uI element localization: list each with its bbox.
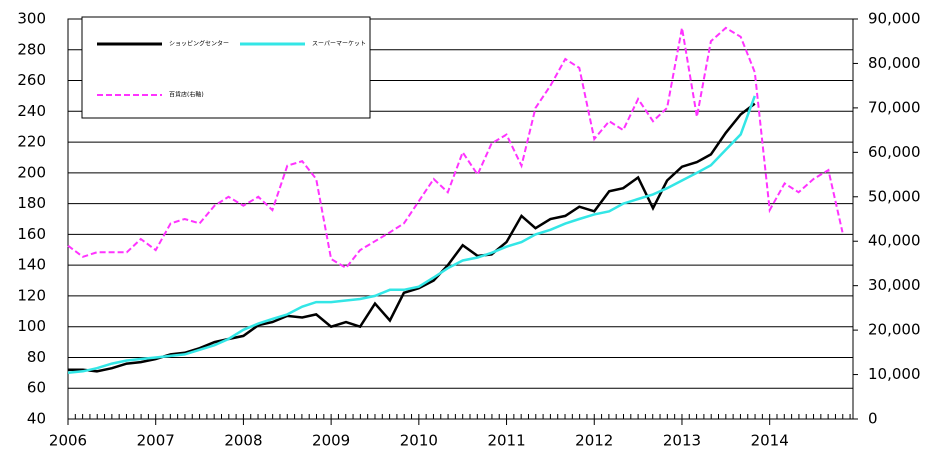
y2-tick-label: 90,000	[868, 10, 921, 28]
y-tick-label: 140	[17, 256, 46, 274]
y-tick-label: 80	[27, 348, 46, 366]
x-tick-label: 2007	[137, 432, 175, 450]
y2-tick-label: 60,000	[868, 143, 921, 161]
x-tick-label: 2009	[312, 432, 350, 450]
x-tick-label: 2011	[487, 432, 525, 450]
x-tick-label: 2013	[663, 432, 701, 450]
y-tick-label: 260	[17, 71, 46, 89]
plot-frame	[67, 18, 854, 420]
series-line	[68, 102, 756, 373]
y-tick-label: 240	[17, 102, 46, 120]
x-tick-label: 2014	[751, 432, 789, 450]
y-tick-label: 300	[17, 10, 46, 28]
y-tick-label: 100	[17, 317, 46, 335]
y2-tick-label: 20,000	[868, 321, 921, 339]
legend-box	[81, 16, 371, 119]
y-tick-label: 120	[17, 286, 46, 304]
y2-tick-label: 80,000	[868, 54, 921, 72]
y2-tick-label: 70,000	[868, 98, 921, 116]
y-tick-label: 160	[17, 225, 46, 243]
x-tick-label: 2012	[575, 432, 613, 450]
x-tick-label: 2010	[400, 432, 438, 450]
legend-label: ショッピングセンター	[169, 40, 229, 48]
x-tick-label: 2008	[224, 432, 262, 450]
legend-label: スーパーマーケット	[312, 41, 366, 48]
series-line	[67, 26, 844, 270]
y2-tick-label: 0	[868, 410, 878, 428]
y-tick-label: 180	[17, 194, 46, 212]
series-line	[67, 95, 756, 375]
legend-label: 百貨店(右軸)	[169, 91, 204, 99]
y2-tick-label: 30,000	[868, 276, 921, 294]
y-tick-label: 60	[27, 379, 46, 397]
x-tick-label: 2006	[49, 432, 87, 450]
y2-tick-label: 50,000	[868, 187, 921, 205]
y-tick-label: 200	[17, 163, 46, 181]
y2-tick-label: 40,000	[868, 232, 921, 250]
y-tick-label: 40	[27, 410, 46, 428]
y-tick-label: 220	[17, 133, 46, 151]
y2-tick-label: 10,000	[868, 365, 921, 383]
y-tick-label: 280	[17, 40, 46, 58]
